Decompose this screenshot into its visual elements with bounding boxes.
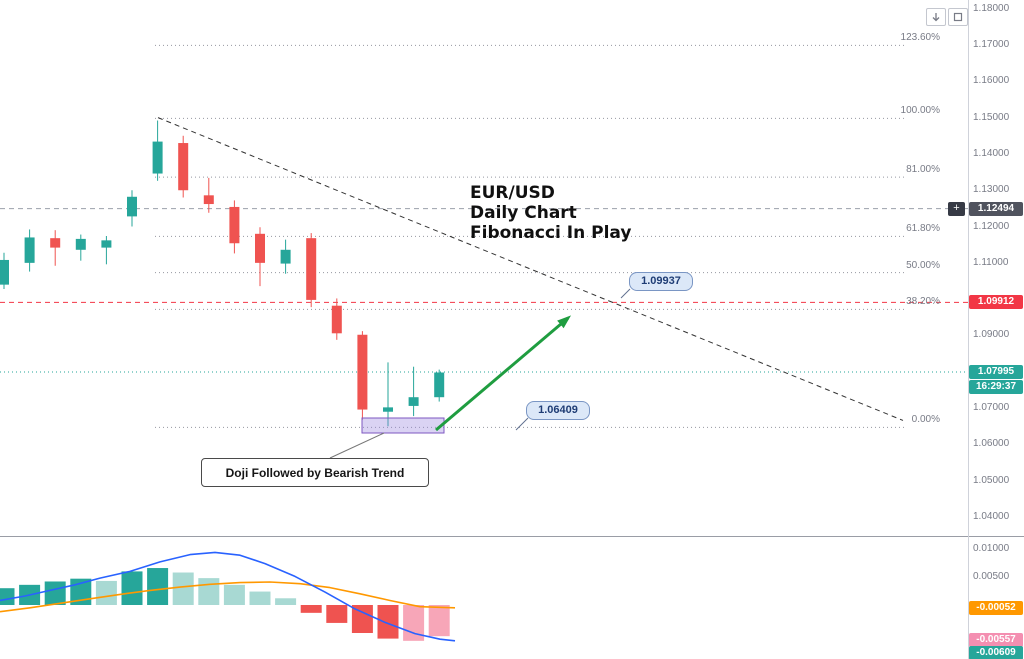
candle-body — [229, 206, 240, 244]
candle-body — [306, 238, 317, 300]
candle-body — [24, 237, 35, 263]
candle-body — [383, 407, 393, 412]
maximize-icon — [953, 12, 963, 22]
callout-tail — [515, 417, 529, 431]
candle-body — [357, 334, 368, 410]
title-symbol: EUR/USD — [470, 183, 555, 203]
title-note: Fibonacci In Play — [470, 223, 632, 243]
macd-histogram-bar — [95, 580, 117, 605]
callout-tail — [620, 288, 631, 299]
macd-histogram-bar — [275, 598, 297, 605]
candle-body — [152, 141, 163, 174]
macd-signal-line — [0, 581, 456, 613]
macd-histogram-bar — [351, 605, 373, 633]
candle-body — [75, 238, 86, 250]
macd-histogram-bar — [0, 588, 15, 605]
pane-divider[interactable] — [0, 536, 1024, 537]
doji-pointer-line — [329, 432, 385, 459]
candle-body — [434, 372, 445, 398]
macd-line-badge: -0.00609 — [969, 646, 1023, 659]
candle-body — [0, 259, 9, 285]
maximize-pane-button[interactable] — [948, 8, 968, 26]
macd-histogram-bar — [377, 605, 399, 639]
projection-arrow[interactable] — [435, 315, 572, 432]
macd-histogram-bar — [223, 584, 245, 605]
macd-histogram-bar — [249, 591, 271, 605]
countdown-badge: 16:29:37 — [969, 380, 1023, 394]
macd-line — [0, 551, 456, 642]
macd-histogram-bar — [326, 605, 348, 623]
add-marker-badge[interactable]: + — [948, 202, 965, 216]
candle-body — [127, 196, 137, 217]
trendline[interactable] — [157, 117, 904, 421]
candle-body — [280, 249, 291, 264]
candle-body — [50, 238, 61, 248]
macd-histogram-bar — [44, 581, 66, 605]
price-callout-lower[interactable]: 1.06409 — [526, 401, 590, 420]
macd-histogram-badge: -0.00557 — [969, 633, 1023, 647]
macd-signal-badge: -0.00052 — [969, 601, 1023, 615]
macd-histogram-bar — [147, 568, 169, 605]
macd-histogram-bar — [198, 578, 220, 605]
price-badge-red: 1.09912 — [969, 295, 1023, 309]
price-axis-border — [968, 0, 969, 659]
price-callout-upper[interactable]: 1.09937 — [629, 272, 693, 291]
candle-body — [255, 233, 265, 263]
candle-body — [203, 195, 214, 205]
macd-histogram-bar — [172, 572, 194, 605]
candle-body — [408, 397, 419, 406]
scroll-to-recent-button[interactable] — [926, 8, 946, 26]
doji-highlight-box[interactable] — [361, 417, 445, 434]
last-price-badge: 1.07995 — [969, 365, 1023, 379]
doji-annotation[interactable]: Doji Followed by Bearish Trend — [201, 458, 429, 487]
price-badge-gray: 1.12494 — [969, 202, 1023, 216]
macd-histogram-bar — [428, 605, 450, 637]
macd-histogram-bar — [300, 605, 322, 613]
macd-histogram-bar — [121, 571, 143, 605]
candle-body — [178, 143, 189, 191]
chart-title-annotation: EUR/USD Daily Chart Fibonacci In Play — [470, 183, 631, 243]
title-timeframe: Daily Chart — [470, 203, 577, 223]
arrow-down-icon — [932, 13, 940, 22]
candle-body — [101, 240, 112, 248]
candle-body — [331, 305, 342, 334]
